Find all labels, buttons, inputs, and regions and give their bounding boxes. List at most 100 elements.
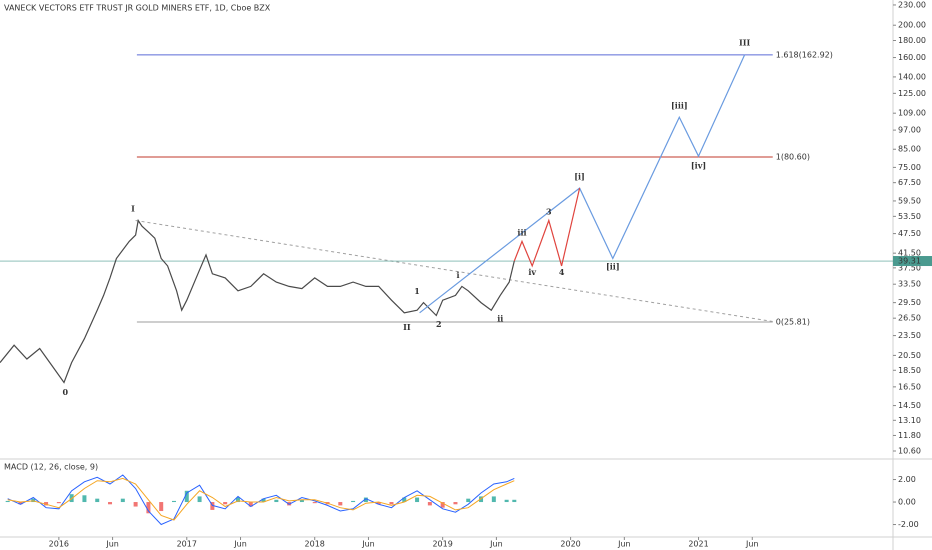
y-tick-label: 33.50 <box>898 280 921 289</box>
y-tick-label: 230.00 <box>898 0 926 9</box>
y-tick-label: 125.00 <box>898 89 926 98</box>
histogram-bar <box>133 502 138 507</box>
fib-level-label: 0(25.81) <box>776 318 810 327</box>
histogram-bar <box>491 496 496 503</box>
wave-label: [iii] <box>671 101 688 111</box>
wave-label: ii <box>497 313 503 323</box>
histogram-bar <box>351 500 356 503</box>
y-tick-label: 37.50 <box>898 263 921 272</box>
y-tick-label: 18.50 <box>898 366 921 375</box>
y-tick-label: 67.50 <box>898 178 921 187</box>
last-price-box <box>893 256 932 267</box>
histogram-bar <box>299 499 304 503</box>
histogram-bar <box>56 502 61 504</box>
wave-label: 3 <box>546 206 552 216</box>
y-tick-label: -2.00 <box>898 520 919 529</box>
histogram-bar <box>120 498 125 503</box>
histogram-bar <box>18 502 23 505</box>
y-tick-label: 200.00 <box>898 21 926 30</box>
wave-label: i <box>456 270 459 280</box>
histogram-bar <box>5 500 10 503</box>
histogram-bar <box>274 499 279 503</box>
macd-title: MACD (12, 26, close, 9) <box>4 463 98 472</box>
wave-projection <box>513 187 581 268</box>
histogram-bar <box>223 502 228 505</box>
y-tick-label: 47.50 <box>898 229 921 238</box>
chart-title: VANECK VECTORS ETF TRUST JR GOLD MINERS … <box>4 4 271 13</box>
fib-level-label: 1.618(162.92) <box>776 50 833 59</box>
y-tick-label: 160.00 <box>898 53 926 62</box>
y-tick-label: 10.60 <box>898 446 921 455</box>
histogram-bar <box>376 502 381 505</box>
y-tick-label: 109.00 <box>898 109 926 118</box>
x-tick-label: 2020 <box>560 540 580 549</box>
wave-label: [i] <box>574 171 585 181</box>
last-price-label: 39.31 <box>898 257 921 266</box>
y-tick-label: 14.50 <box>898 401 921 410</box>
histogram-bar <box>466 498 471 503</box>
histogram-bar <box>108 502 113 505</box>
x-tick-label: 2021 <box>688 540 708 549</box>
histogram-bar <box>427 502 432 506</box>
histogram-bar <box>95 498 100 503</box>
histogram-bar <box>261 498 266 503</box>
histogram-bar <box>197 496 202 503</box>
y-tick-label: 85.00 <box>898 145 921 154</box>
y-tick-label: 2.00 <box>898 475 916 484</box>
y-tick-label: 20.50 <box>898 351 921 360</box>
y-tick-label: 0.00 <box>898 498 916 507</box>
x-tick-label: 2019 <box>432 540 452 549</box>
wave-label: III <box>739 38 750 48</box>
wave-label: [ii] <box>606 261 620 271</box>
histogram-bar <box>512 499 517 503</box>
histogram-bar <box>312 502 317 504</box>
histogram-bar <box>504 499 509 503</box>
histogram-bar <box>440 502 445 508</box>
histogram-bar <box>82 495 87 503</box>
x-tick-label: Jun <box>233 540 247 549</box>
histogram-bar <box>44 502 49 506</box>
wave-label: iv <box>528 267 536 277</box>
histogram-bar <box>363 497 368 503</box>
price-line <box>0 218 515 384</box>
x-tick-label: Jun <box>745 540 759 549</box>
y-tick-label: 97.00 <box>898 126 921 135</box>
x-tick-label: Jun <box>489 540 503 549</box>
macd-line <box>7 474 515 526</box>
x-tick-label: 2017 <box>177 540 197 549</box>
histogram-bar <box>31 498 36 503</box>
y-tick-label: 75.00 <box>898 163 921 172</box>
wave-label: 0 <box>62 387 68 397</box>
wave-label: 4 <box>559 267 565 277</box>
wave-label: [iv] <box>691 160 706 170</box>
histogram-bar <box>389 502 394 505</box>
y-tick-label: 26.50 <box>898 314 921 323</box>
y-tick-label: 53.50 <box>898 212 921 221</box>
y-tick-label: 11.80 <box>898 431 921 440</box>
wave-label: 1 <box>414 286 420 296</box>
histogram-bar <box>184 490 189 503</box>
y-tick-label: 180.00 <box>898 36 926 45</box>
macd-line <box>7 477 515 521</box>
y-tick-label: 140.00 <box>898 72 926 81</box>
x-tick-label: Jun <box>361 540 375 549</box>
histogram-bar <box>248 502 253 507</box>
histogram-bar <box>338 502 343 506</box>
histogram-bar <box>210 502 215 510</box>
x-tick-label: 2018 <box>305 540 325 549</box>
wave-label: II <box>403 322 411 332</box>
histogram-bar <box>415 497 420 503</box>
histogram-bar <box>453 502 458 505</box>
x-tick-label: Jun <box>617 540 631 549</box>
y-tick-label: 29.50 <box>898 298 921 307</box>
wave-label: iii <box>517 228 526 238</box>
y-tick-label: 13.10 <box>898 416 921 425</box>
wave-label: 2 <box>436 319 442 329</box>
y-tick-label: 23.50 <box>898 331 921 340</box>
histogram-bar <box>159 502 164 512</box>
fib-level-label: 1(80.60) <box>776 152 810 161</box>
x-tick-label: 2016 <box>49 540 69 549</box>
y-tick-label: 41.50 <box>898 249 921 258</box>
